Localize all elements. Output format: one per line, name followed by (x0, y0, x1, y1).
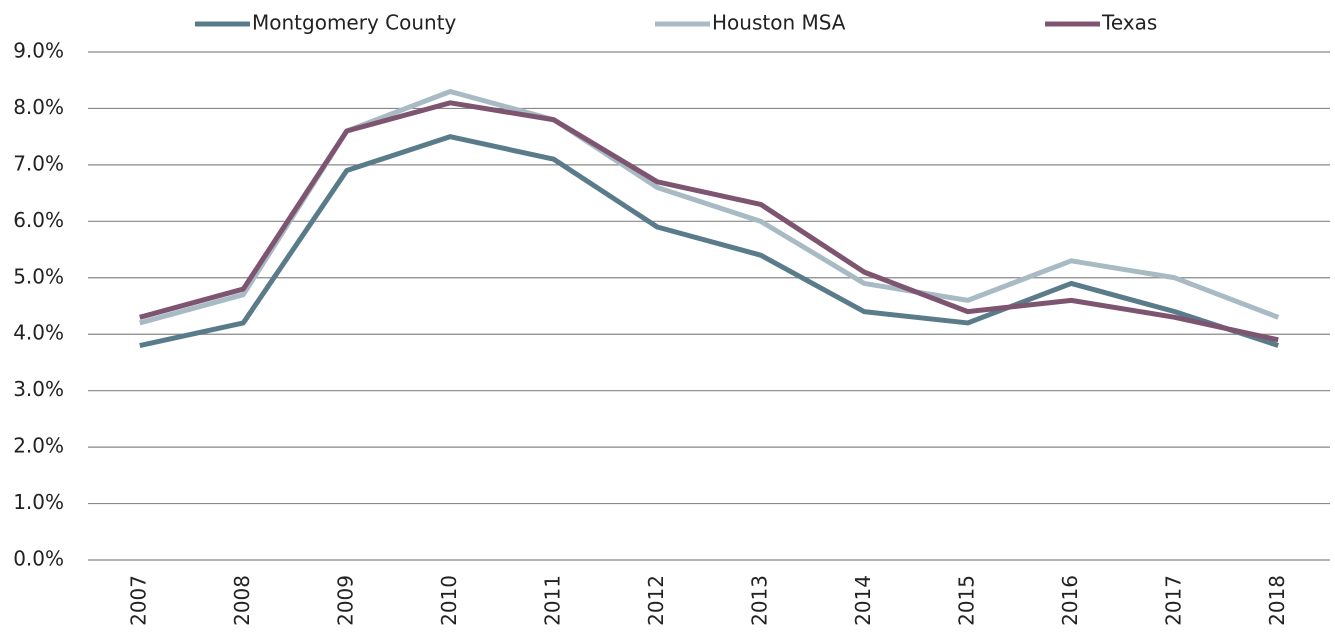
x-tick-label: 2015 (954, 575, 978, 626)
y-tick-label: 2.0% (13, 434, 64, 458)
x-tick-label: 2018 (1265, 575, 1289, 626)
y-tick-label: 9.0% (13, 39, 64, 63)
series-line (139, 89, 1280, 326)
x-tick-label: 2009 (333, 575, 357, 626)
legend-label: Montgomery County (252, 11, 457, 35)
series-line (139, 100, 1279, 343)
x-tick-label: 2017 (1161, 575, 1185, 626)
x-tick-label: 2013 (747, 575, 771, 626)
series-line (139, 134, 1280, 348)
x-tick-label: 2007 (126, 575, 150, 626)
y-tick-label: 4.0% (13, 321, 64, 345)
y-tick-label: 7.0% (13, 151, 64, 175)
y-tick-label: 5.0% (13, 264, 64, 288)
x-tick-label: 2012 (644, 575, 668, 626)
legend-label: Houston MSA (712, 11, 846, 35)
y-tick-label: 8.0% (13, 95, 64, 119)
x-tick-label: 2008 (230, 575, 254, 626)
y-tick-label: 0.0% (13, 547, 64, 571)
y-tick-label: 6.0% (13, 208, 64, 232)
y-tick-label: 3.0% (13, 377, 64, 401)
x-tick-label: 2010 (437, 575, 461, 626)
x-tick-label: 2014 (851, 575, 875, 626)
x-tick-label: 2016 (1058, 575, 1082, 626)
legend-label: Texas (1101, 11, 1157, 35)
x-tick-label: 2011 (540, 575, 564, 626)
y-tick-label: 1.0% (13, 490, 64, 514)
